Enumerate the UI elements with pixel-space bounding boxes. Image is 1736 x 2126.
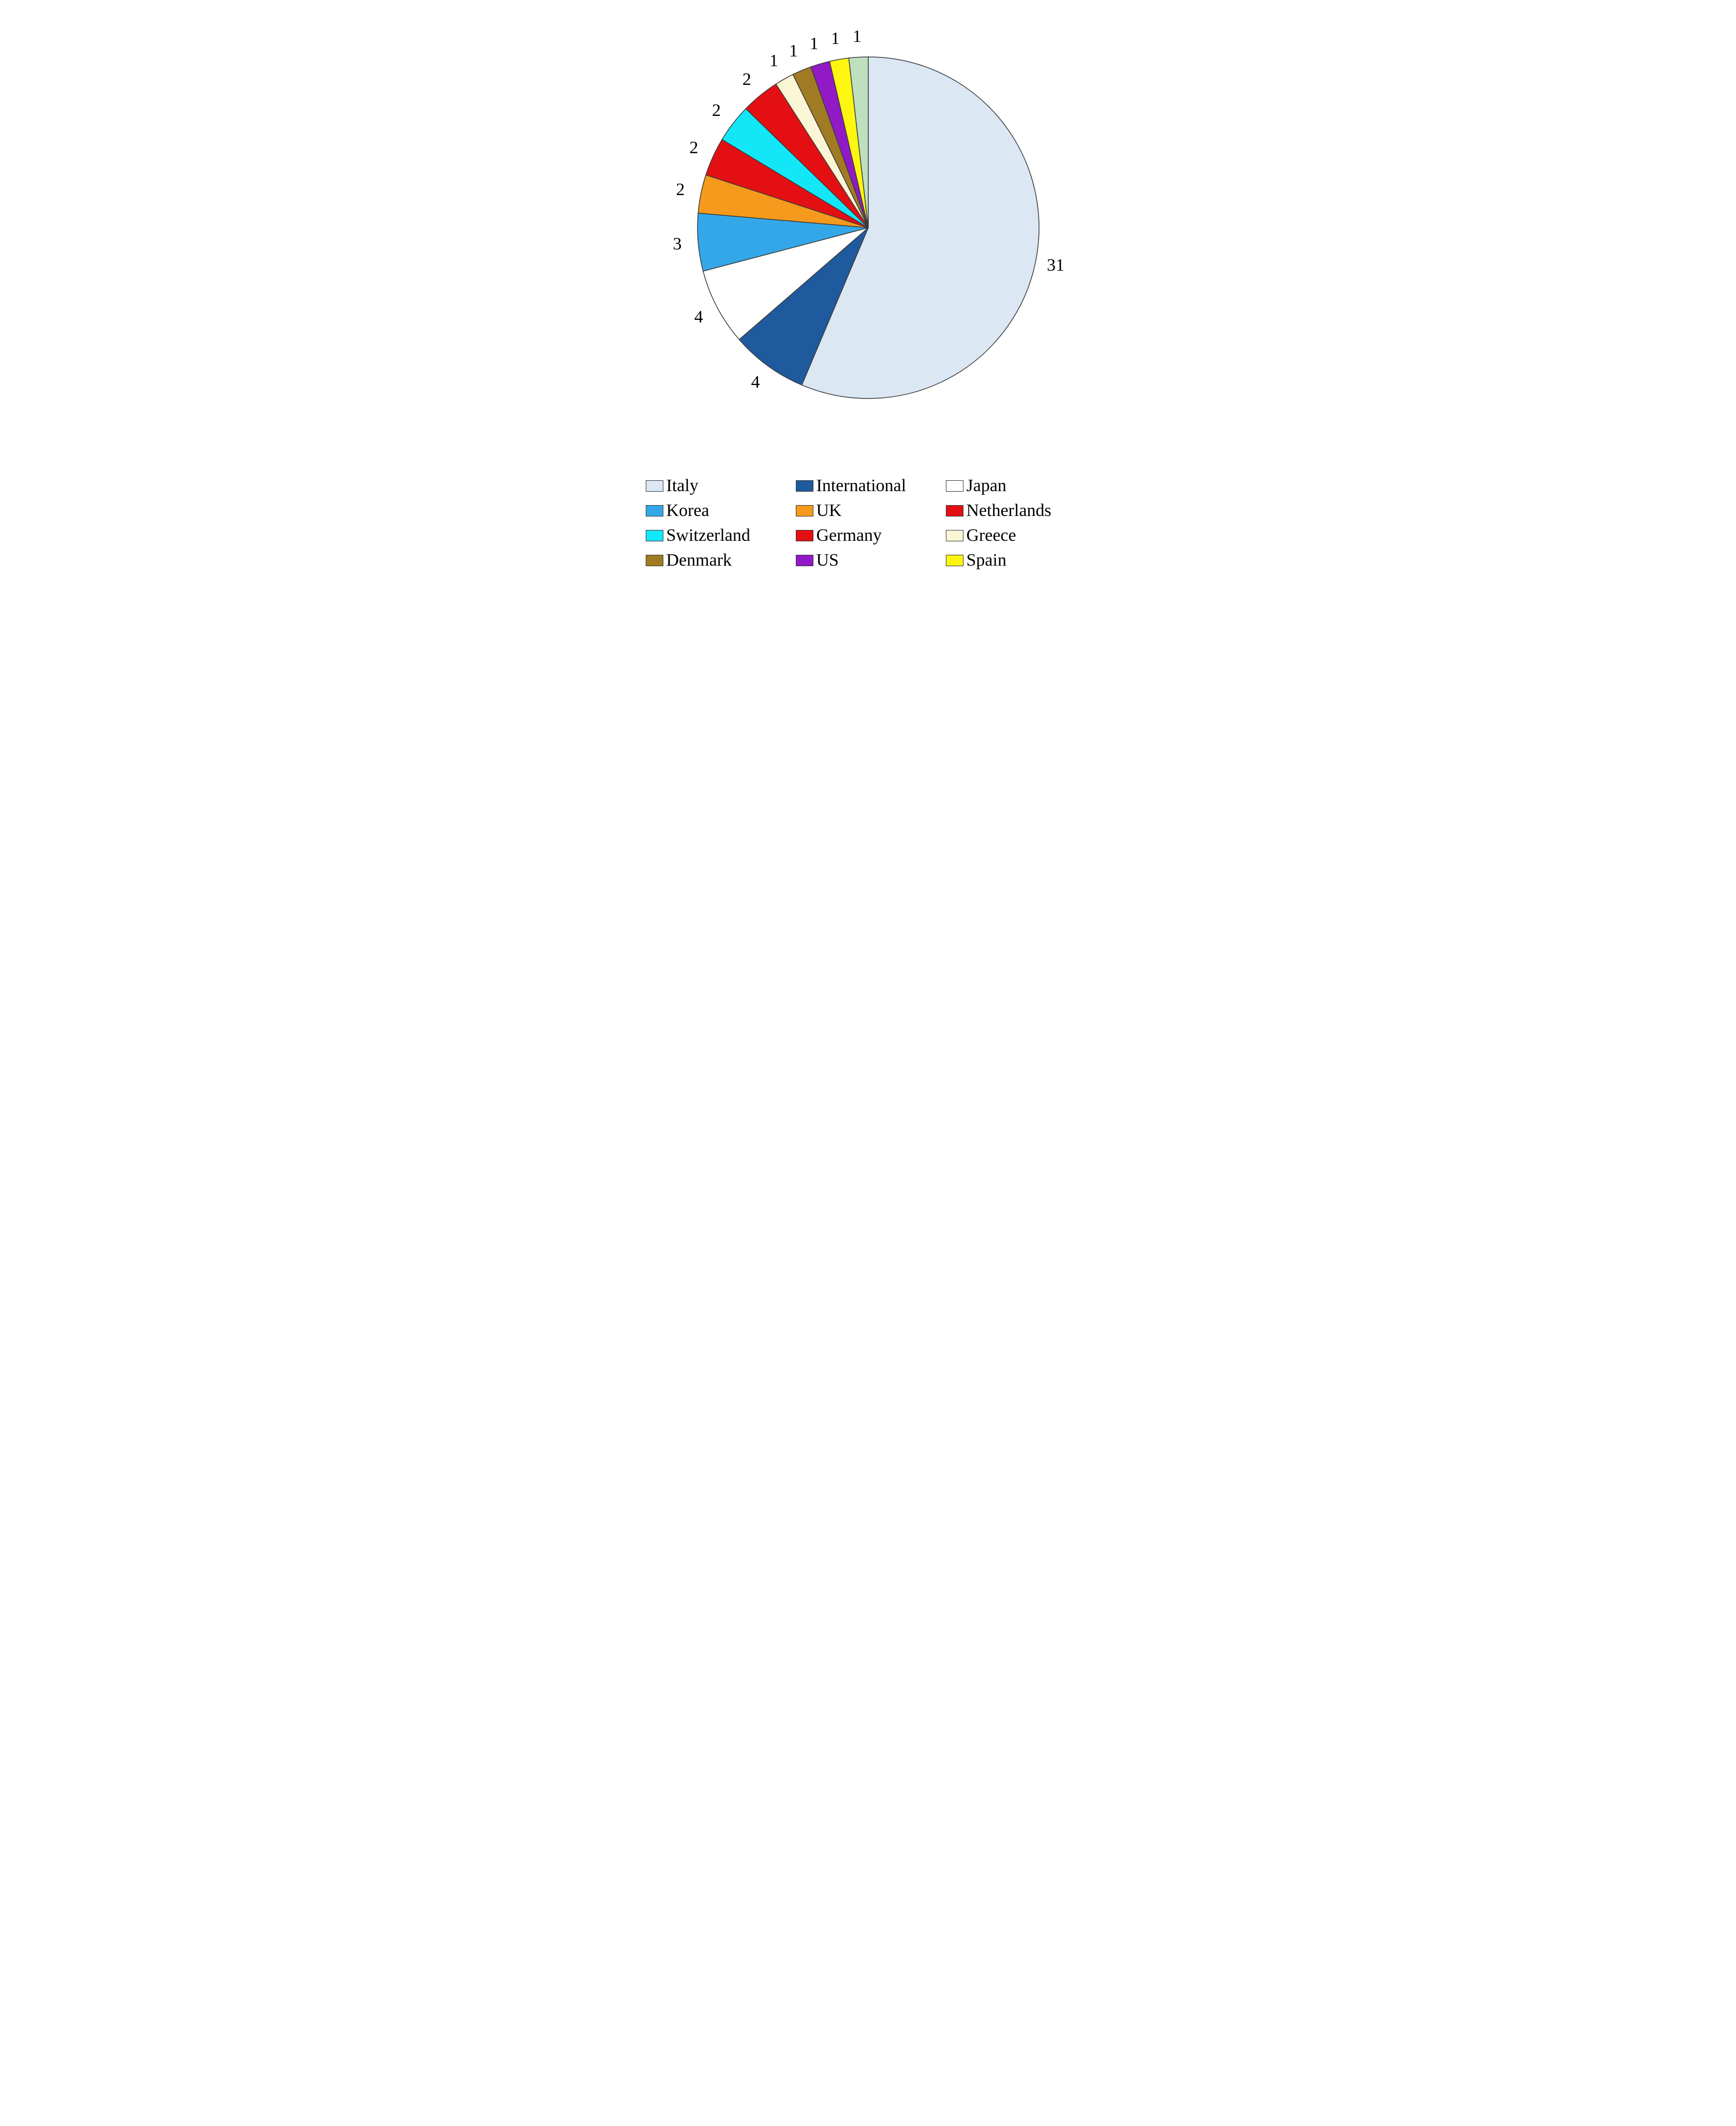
legend-label: International xyxy=(817,476,907,496)
legend-label: Italy xyxy=(666,476,699,496)
pie-chart-area: 31443222211111 xyxy=(635,31,1101,445)
slice-value-label: 1 xyxy=(853,27,862,47)
legend-label: Spain xyxy=(967,551,1006,570)
legend-swatch xyxy=(796,530,813,541)
legend-swatch xyxy=(796,480,813,492)
legend-item: Denmark xyxy=(646,551,791,570)
legend-swatch xyxy=(946,530,963,541)
slice-value-label: 1 xyxy=(810,34,819,54)
legend-item: Japan xyxy=(946,476,1091,496)
legend-swatch xyxy=(946,480,963,492)
legend-label: Korea xyxy=(666,501,709,521)
legend-item: Spain xyxy=(946,551,1091,570)
legend-item: International xyxy=(796,476,941,496)
legend-label: US xyxy=(817,551,839,570)
legend: Italy International Japan Korea UK Netherland… xyxy=(635,476,1101,570)
legend-swatch xyxy=(646,505,663,516)
legend-swatch xyxy=(796,555,813,566)
slice-value-label: 4 xyxy=(694,307,703,327)
pie-chart xyxy=(635,31,1101,424)
legend-item: Netherlands xyxy=(946,501,1091,521)
legend-label: Greece xyxy=(967,526,1016,545)
legend-label: Germany xyxy=(817,526,882,545)
legend-swatch xyxy=(646,480,663,492)
legend-swatch xyxy=(946,555,963,566)
legend-label: Switzerland xyxy=(666,526,750,545)
legend-item: Switzerland xyxy=(646,526,791,545)
slice-value-label: 2 xyxy=(712,101,721,121)
legend-item: Greece xyxy=(946,526,1091,545)
legend-label: Denmark xyxy=(666,551,732,570)
slice-value-label: 2 xyxy=(743,70,751,90)
legend-item: Germany xyxy=(796,526,941,545)
slice-value-label: 2 xyxy=(676,180,685,200)
slice-value-label: 3 xyxy=(673,234,681,254)
slice-value-label: 31 xyxy=(1047,256,1064,275)
legend-item: UK xyxy=(796,501,941,521)
slice-value-label: 4 xyxy=(751,373,760,392)
legend-item: US xyxy=(796,551,941,570)
legend-swatch xyxy=(946,505,963,516)
slice-value-label: 2 xyxy=(689,138,698,158)
legend-swatch xyxy=(796,505,813,516)
legend-item: Korea xyxy=(646,501,791,521)
slice-value-label: 1 xyxy=(789,41,798,61)
slice-value-label: 1 xyxy=(769,51,778,71)
legend-swatch xyxy=(646,530,663,541)
chart-container: 31443222211111 ItalyInternationalJapanKo… xyxy=(635,31,1101,570)
legend-label: Netherlands xyxy=(967,501,1051,521)
slice-value-label: 1 xyxy=(831,29,840,49)
legend-item: Italy xyxy=(646,476,791,496)
legend-label: UK xyxy=(817,501,842,521)
legend-swatch xyxy=(646,555,663,566)
legend-label: Japan xyxy=(967,476,1006,496)
